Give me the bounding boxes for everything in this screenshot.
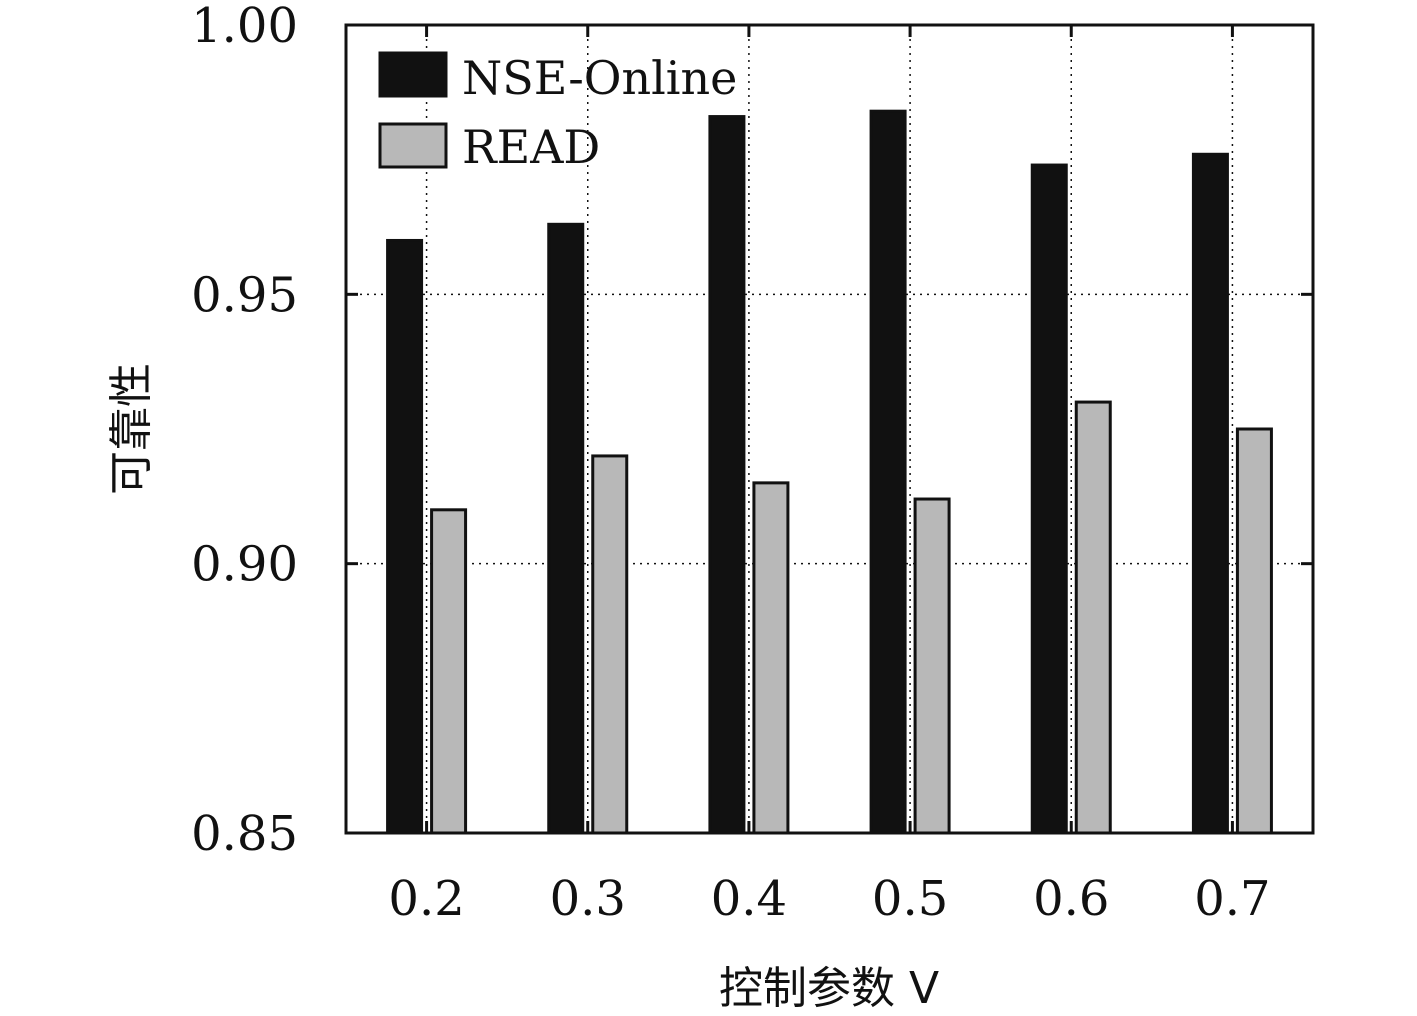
bar-read-0.5 bbox=[913, 497, 951, 835]
bar-read-0.4 bbox=[752, 481, 790, 835]
x-tick-label: 0.7 bbox=[1194, 871, 1270, 927]
x-tick-label: 0.5 bbox=[872, 871, 948, 927]
legend-swatch-nse-online bbox=[378, 51, 448, 98]
y-tick-label: 0.85 bbox=[191, 806, 298, 862]
bar-nse-online-0.7 bbox=[1191, 152, 1229, 835]
y-tick-label: 1.00 bbox=[191, 0, 298, 54]
bar-nse-online-0.2 bbox=[386, 238, 424, 835]
plot-frame bbox=[344, 23, 1315, 835]
bar-nse-online-0.3 bbox=[547, 222, 585, 835]
legend-swatch-read bbox=[378, 122, 448, 169]
legend-label-read: READ bbox=[462, 120, 600, 174]
x-tick-label: 0.6 bbox=[1033, 871, 1109, 927]
y-tick-label: 0.90 bbox=[191, 537, 298, 593]
axis-ticks bbox=[346, 23, 1313, 835]
bar-nse-online-0.5 bbox=[869, 109, 907, 835]
x-tick-label: 0.2 bbox=[388, 871, 464, 927]
bar-read-0.7 bbox=[1235, 427, 1273, 835]
y-tick-label: 0.95 bbox=[191, 267, 298, 323]
y-axis-title: 可靠性 bbox=[106, 363, 157, 495]
y-tick-labels: 0.85 0.90 0.95 1.00 bbox=[191, 0, 298, 862]
bar-read-0.2 bbox=[430, 508, 468, 835]
bar-read-0.6 bbox=[1074, 400, 1112, 835]
x-tick-labels: 0.2 0.3 0.4 0.5 0.6 0.7 bbox=[388, 871, 1270, 927]
bar-nse-online-0.4 bbox=[708, 115, 746, 835]
bars bbox=[386, 109, 1273, 835]
x-tick-label: 0.4 bbox=[711, 871, 787, 927]
bar-read-0.3 bbox=[591, 454, 629, 835]
legend: NSE-Online READ bbox=[378, 51, 737, 174]
x-axis-title: 控制参数 V bbox=[719, 963, 939, 1014]
legend-label-nse-online: NSE-Online bbox=[462, 51, 737, 105]
bar-nse-online-0.6 bbox=[1030, 163, 1068, 835]
x-tick-label: 0.3 bbox=[550, 871, 626, 927]
